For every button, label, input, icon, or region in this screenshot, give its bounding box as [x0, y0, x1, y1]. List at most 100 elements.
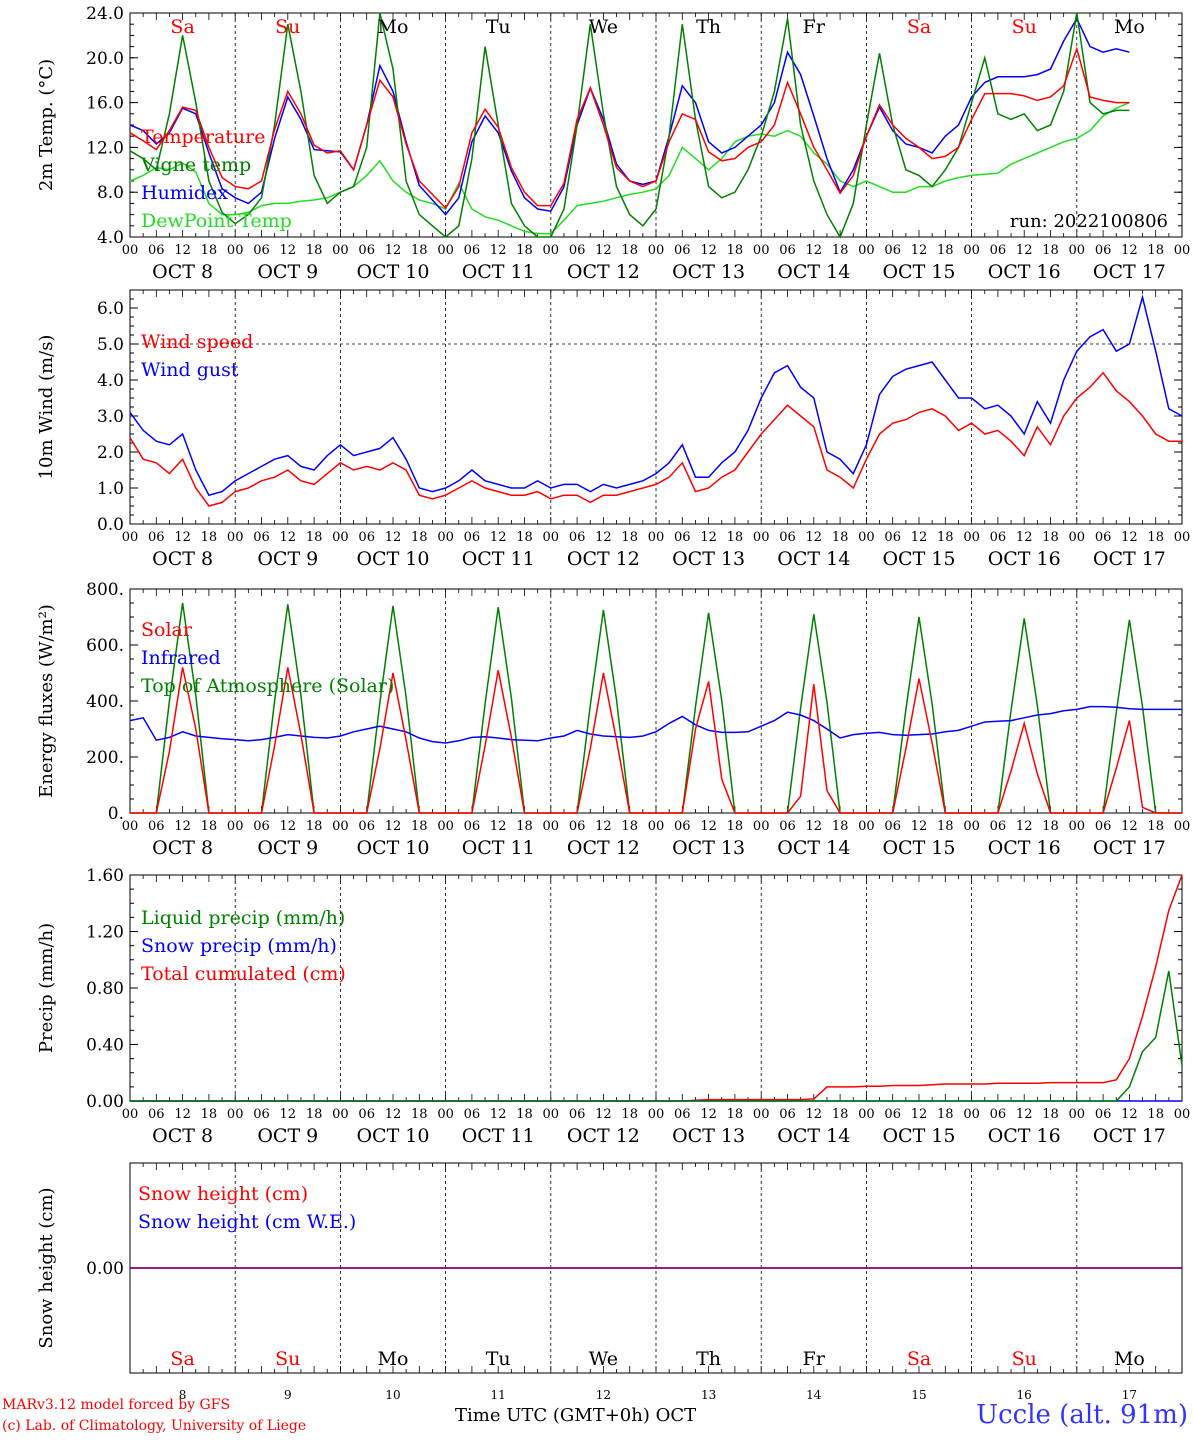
date-label: OCT 12	[567, 261, 640, 283]
date-label: OCT 17	[1093, 1125, 1166, 1147]
hour-tick-label: 18	[201, 243, 218, 258]
hour-tick-label: 06	[1095, 243, 1112, 258]
hour-tick-label: 12	[700, 530, 717, 545]
hour-tick-label: 18	[306, 530, 323, 545]
legend-item: Infrared	[141, 647, 221, 669]
weekday-label: Su	[275, 16, 300, 38]
hour-tick-label: 12	[700, 243, 717, 258]
hour-tick-label: 18	[306, 819, 323, 834]
hour-tick-label: 18	[621, 819, 638, 834]
legend-item: Temperature	[141, 126, 265, 148]
hour-tick-label: 00	[332, 1107, 349, 1122]
weekday-label: Mo	[1114, 16, 1145, 38]
date-label: OCT 12	[567, 1125, 640, 1147]
hour-tick-label: 06	[674, 243, 691, 258]
series-line	[129, 294, 1183, 497]
hour-tick-label: 18	[411, 530, 428, 545]
date-label: OCT 16	[988, 837, 1061, 859]
hour-tick-label: 00	[1174, 530, 1191, 545]
hour-tick-label: 06	[779, 530, 796, 545]
hour-tick-label: 12	[911, 530, 928, 545]
hour-tick-label: 18	[411, 1107, 428, 1122]
y-tick-label: 5.0	[97, 335, 124, 355]
hour-tick-label: 00	[1174, 243, 1191, 258]
hour-tick-label: 12	[490, 243, 507, 258]
day-number-label: 10	[385, 1388, 400, 1402]
date-label: OCT 11	[462, 1125, 535, 1147]
hour-tick-label: 00	[858, 530, 875, 545]
date-label: OCT 11	[462, 548, 535, 570]
hour-tick-label: 00	[543, 819, 560, 834]
hour-tick-label: 00	[543, 530, 560, 545]
hour-tick-label: 12	[1016, 243, 1033, 258]
hour-tick-label: 06	[464, 243, 481, 258]
hour-tick-label: 06	[253, 530, 270, 545]
weekday-label: Tu	[486, 16, 511, 38]
hour-tick-label: 00	[648, 1107, 665, 1122]
legend-item: DewPoint Temp	[141, 210, 292, 232]
hour-tick-label: 18	[727, 819, 744, 834]
date-label: OCT 17	[1093, 837, 1166, 859]
hour-tick-label: 12	[174, 243, 191, 258]
y-tick-label: 0.00	[86, 1259, 124, 1279]
hour-tick-label: 00	[963, 530, 980, 545]
hour-tick-label: 00	[648, 819, 665, 834]
hour-tick-label: 18	[1147, 819, 1164, 834]
panel-1: 4.0 8.0 12.0 16.0 20.0 24.0 2m Temp. (°C) Tempe…	[36, 4, 1190, 283]
weekday-label: Sa	[907, 16, 931, 38]
date-label: OCT 10	[356, 261, 429, 283]
hour-tick-label: 18	[832, 243, 849, 258]
hour-tick-label: 06	[1095, 1107, 1112, 1122]
weekday-label: We	[589, 1348, 618, 1370]
hour-tick-label: 06	[779, 819, 796, 834]
y-tick-label: 8.0	[97, 183, 124, 203]
hour-tick-label: 18	[727, 530, 744, 545]
y-tick-label: 200.	[86, 748, 124, 768]
legend-item: Snow precip (mm/h)	[141, 935, 337, 957]
hour-tick-label: 18	[1042, 243, 1059, 258]
legend-item: Wind speed	[141, 331, 253, 353]
hour-tick-label: 12	[911, 819, 928, 834]
hour-tick-label: 18	[727, 1107, 744, 1122]
y-tick-label: 4.0	[97, 228, 124, 248]
series-line	[129, 12, 1130, 239]
date-label: OCT 15	[882, 261, 955, 283]
series-line	[129, 46, 1130, 210]
hour-tick-label: 18	[937, 243, 954, 258]
hour-tick-label: 18	[306, 1107, 323, 1122]
hour-tick-label: 18	[1147, 530, 1164, 545]
hour-tick-label: 18	[937, 1107, 954, 1122]
day-number-label: 13	[701, 1388, 716, 1402]
day-number-label: 14	[806, 1388, 822, 1402]
hour-tick-label: 12	[595, 1107, 612, 1122]
hour-tick-label: 00	[1069, 243, 1086, 258]
weekday-label: Mo	[378, 1348, 409, 1370]
y-axis-label: Precip (mm/h)	[36, 923, 57, 1053]
hour-tick-label: 00	[753, 819, 770, 834]
hour-tick-label: 12	[700, 1107, 717, 1122]
weekday-label: Sa	[170, 16, 194, 38]
hour-tick-label: 06	[148, 530, 165, 545]
hour-tick-label: 18	[621, 530, 638, 545]
date-label: OCT 17	[1093, 261, 1166, 283]
hour-tick-label: 12	[595, 530, 612, 545]
date-label: OCT 13	[672, 1125, 745, 1147]
hour-tick-label: 06	[358, 243, 375, 258]
hour-tick-label: 18	[832, 819, 849, 834]
date-label: OCT 9	[257, 261, 318, 283]
date-label: OCT 8	[152, 837, 213, 859]
y-axis-label: 10m Wind (m/s)	[36, 335, 57, 480]
hour-tick-label: 12	[1121, 530, 1138, 545]
hour-tick-label: 06	[253, 819, 270, 834]
hour-tick-label: 00	[1069, 530, 1086, 545]
y-tick-label: 0.00	[86, 1092, 124, 1112]
lab-credit: (c) Lab. of Climatology, University of L…	[2, 1418, 307, 1434]
y-tick-label: 1.60	[86, 866, 124, 886]
hour-tick-label: 18	[201, 1107, 218, 1122]
hour-tick-label: 06	[884, 819, 901, 834]
hour-tick-label: 12	[385, 819, 402, 834]
hour-tick-label: 06	[569, 1107, 586, 1122]
hour-tick-label: 06	[884, 530, 901, 545]
hour-tick-label: 12	[280, 243, 297, 258]
hour-tick-label: 00	[227, 243, 244, 258]
